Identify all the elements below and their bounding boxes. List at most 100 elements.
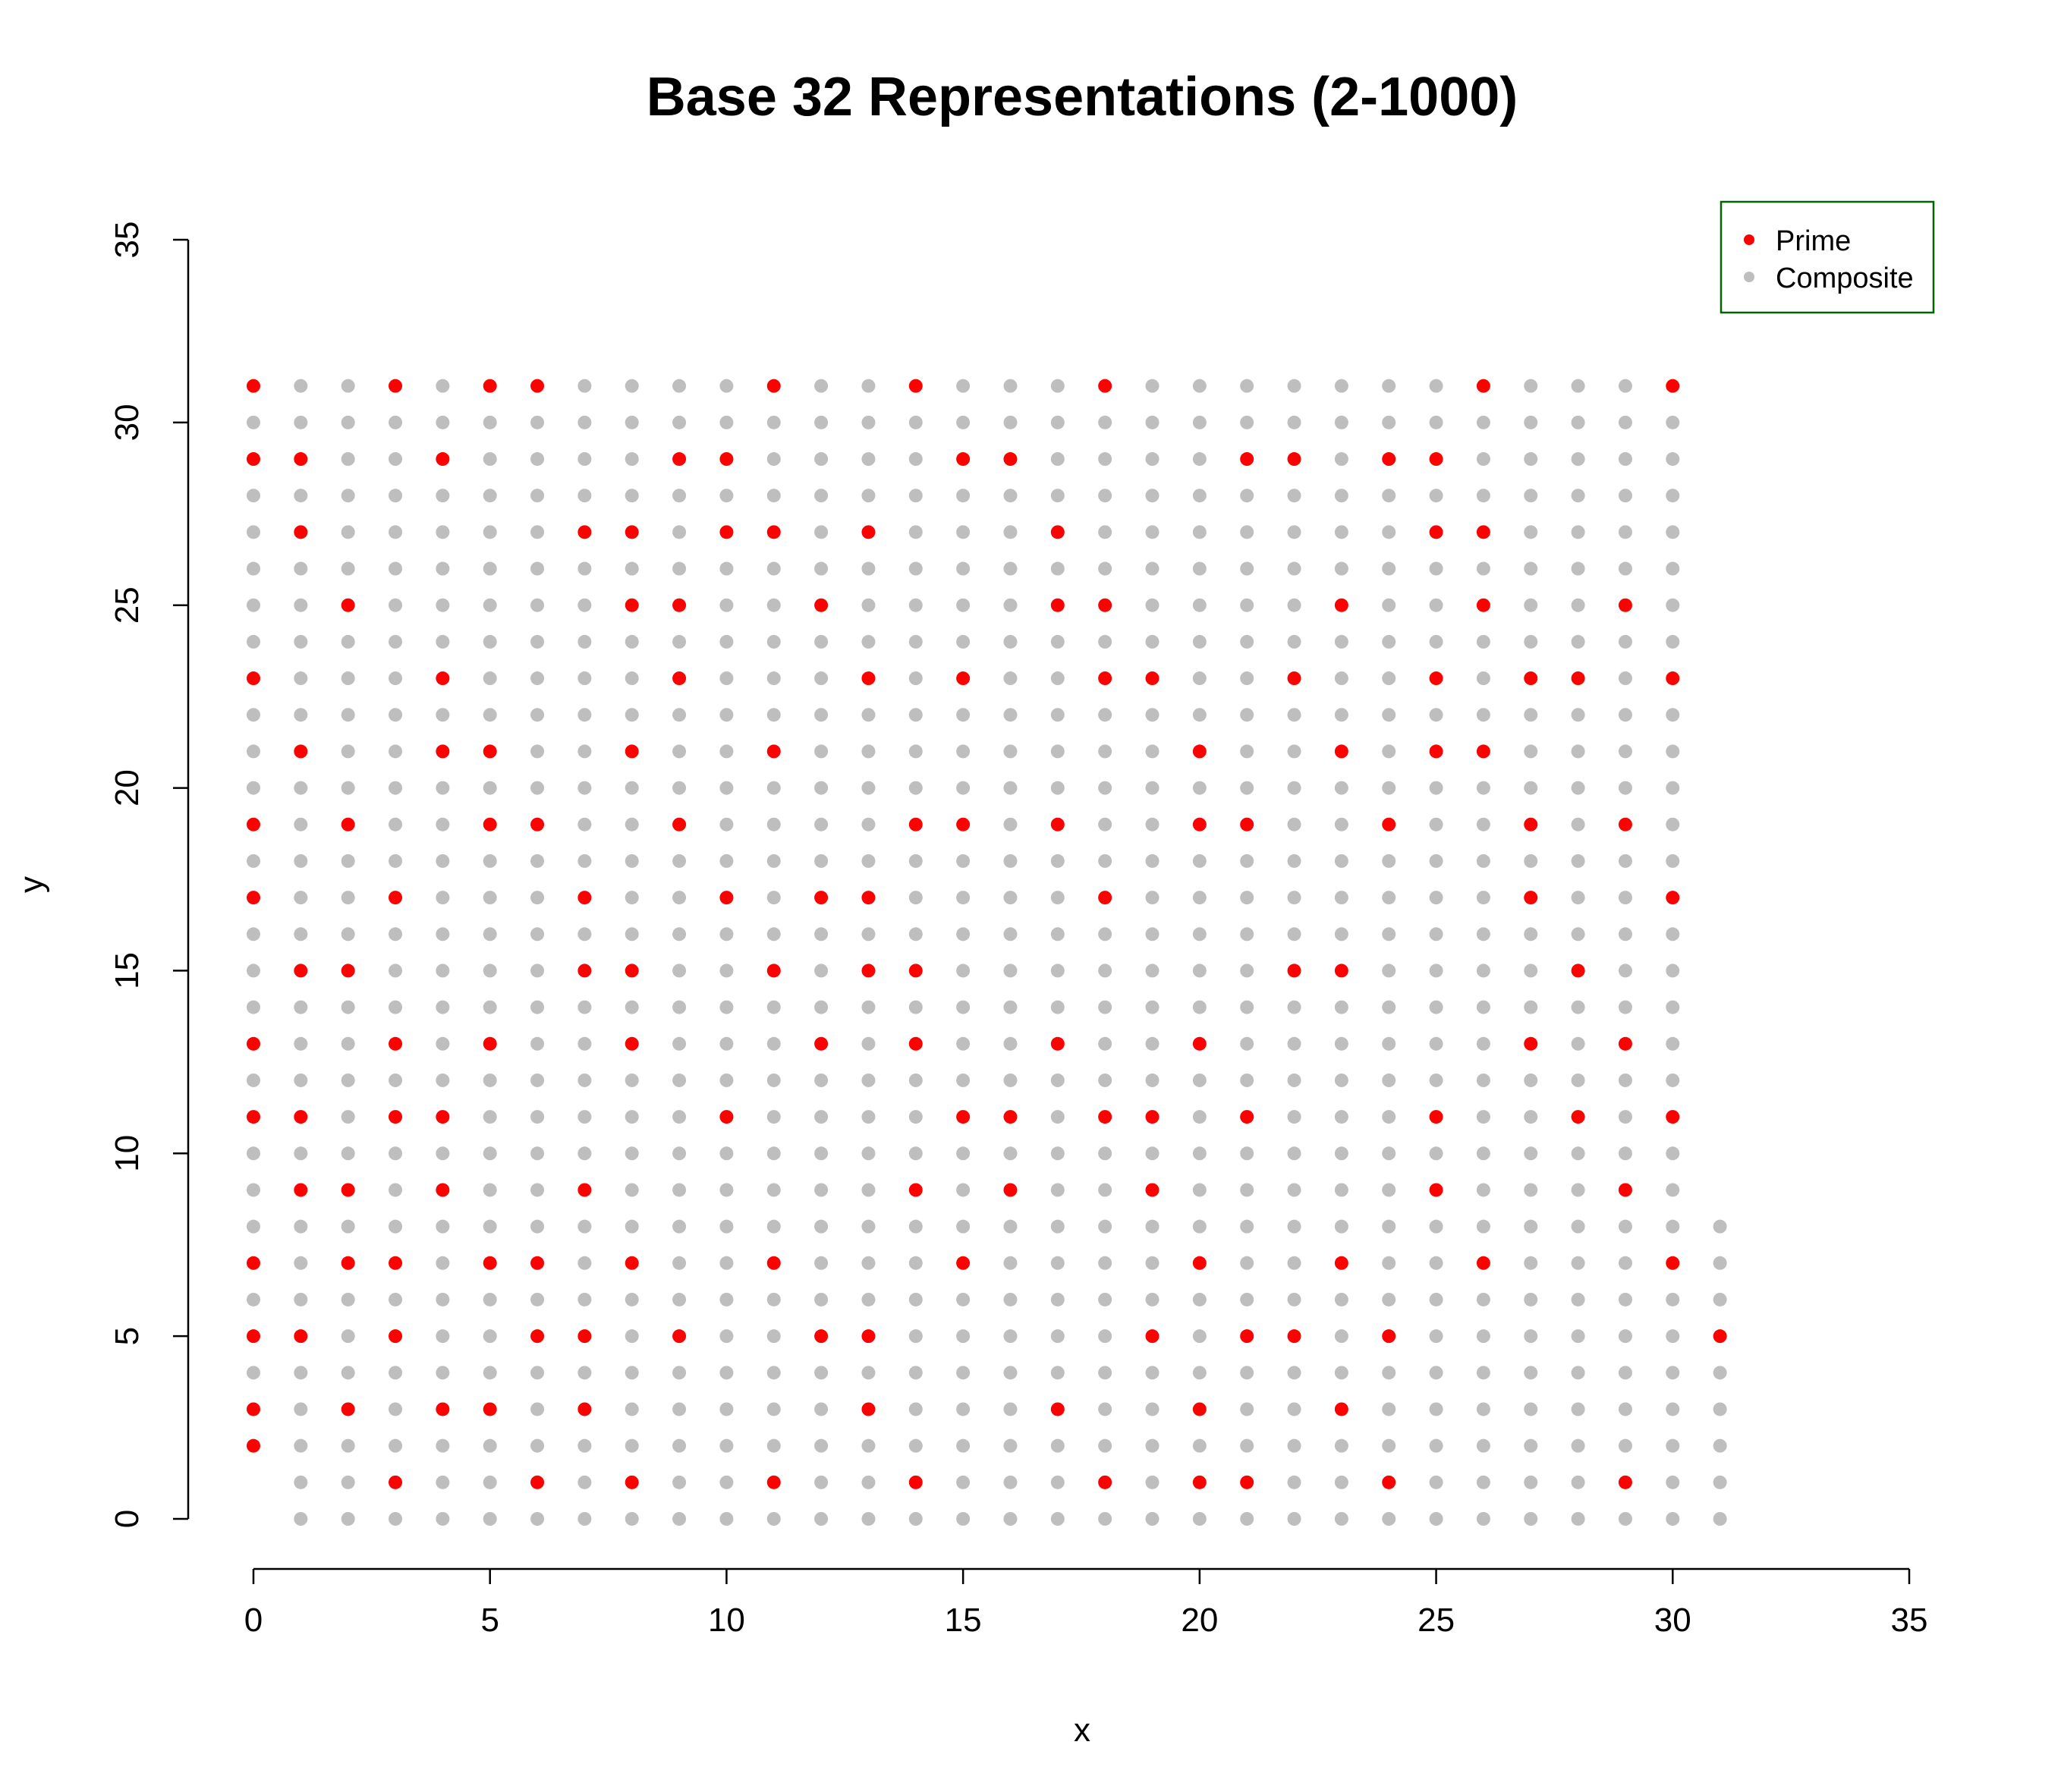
- composite-point: [625, 1438, 639, 1453]
- composite-point: [577, 1110, 592, 1124]
- composite-point: [1192, 1292, 1207, 1306]
- composite-point: [530, 927, 545, 942]
- prime-point: [436, 744, 450, 759]
- composite-point: [956, 1183, 971, 1197]
- composite-point: [1240, 744, 1254, 759]
- prime-point: [1382, 817, 1396, 832]
- prime-point: [1050, 1036, 1065, 1051]
- composite-point: [1240, 1256, 1254, 1270]
- composite-point: [1524, 561, 1538, 576]
- composite-point: [483, 1475, 497, 1489]
- composite-point: [1666, 744, 1680, 759]
- composite-point: [341, 671, 355, 686]
- prime-point: [294, 1110, 308, 1124]
- composite-point: [1382, 854, 1396, 868]
- composite-point: [1476, 1292, 1490, 1306]
- composite-point: [1571, 1256, 1585, 1270]
- composite-point: [530, 891, 545, 905]
- composite-point: [766, 1073, 781, 1087]
- prime-point: [483, 379, 497, 393]
- prime-point: [1050, 1402, 1065, 1416]
- prime-point: [483, 817, 497, 832]
- composite-point: [956, 1329, 971, 1344]
- composite-point: [1240, 964, 1254, 978]
- composite-point: [1429, 1256, 1443, 1270]
- prime-point: [1666, 379, 1680, 393]
- composite-point: [577, 854, 592, 868]
- composite-point: [530, 1036, 545, 1051]
- composite-point: [294, 598, 308, 612]
- composite-point: [483, 598, 497, 612]
- composite-point: [1524, 1475, 1538, 1489]
- composite-point: [719, 1146, 734, 1161]
- composite-point: [1145, 744, 1160, 759]
- prime-point: [389, 1475, 403, 1489]
- composite-point: [956, 1219, 971, 1234]
- composite-point: [1618, 525, 1632, 539]
- composite-point: [1382, 489, 1396, 503]
- composite-point: [294, 1146, 308, 1161]
- composite-point: [483, 1329, 497, 1344]
- composite-point: [1666, 781, 1680, 795]
- composite-point: [1429, 1475, 1443, 1489]
- composite-point: [1334, 1475, 1348, 1489]
- composite-point: [1098, 634, 1112, 649]
- composite-point: [1145, 1512, 1160, 1526]
- composite-point: [1666, 415, 1680, 429]
- prime-point: [483, 1036, 497, 1051]
- composite-point: [766, 1146, 781, 1161]
- composite-point: [672, 561, 687, 576]
- prime-point: [577, 964, 592, 978]
- composite-point: [1050, 744, 1065, 759]
- composite-point: [1524, 781, 1538, 795]
- composite-point: [1287, 598, 1301, 612]
- prime-point: [389, 1110, 403, 1124]
- composite-point: [956, 1475, 971, 1489]
- composite-point: [341, 1329, 355, 1344]
- prime-point: [625, 525, 639, 539]
- composite-point: [294, 1292, 308, 1306]
- composite-point: [625, 379, 639, 393]
- composite-point: [1192, 1329, 1207, 1344]
- composite-point: [1145, 854, 1160, 868]
- prime-point: [1476, 744, 1490, 759]
- composite-point: [530, 744, 545, 759]
- composite-point: [814, 1219, 829, 1234]
- composite-point: [1666, 1292, 1680, 1306]
- composite-point: [1666, 854, 1680, 868]
- composite-point: [861, 1000, 876, 1014]
- composite-point: [1192, 561, 1207, 576]
- composite-point: [1713, 1366, 1727, 1380]
- composite-point: [436, 598, 450, 612]
- composite-point: [625, 1366, 639, 1380]
- composite-point: [1145, 927, 1160, 942]
- prime-point: [1192, 744, 1207, 759]
- composite-point: [1618, 1256, 1632, 1270]
- composite-point: [389, 561, 403, 576]
- prime-point: [1050, 525, 1065, 539]
- composite-point: [1429, 1402, 1443, 1416]
- composite-point: [1003, 1256, 1018, 1270]
- composite-point: [908, 561, 923, 576]
- composite-point: [577, 817, 592, 832]
- prime-point: [483, 1256, 497, 1270]
- legend-box: [1720, 200, 1935, 314]
- composite-point: [956, 927, 971, 942]
- prime-point: [1382, 452, 1396, 467]
- composite-point: [1382, 927, 1396, 942]
- composite-point: [766, 1329, 781, 1344]
- prime-point: [956, 1256, 971, 1270]
- composite-point: [389, 415, 403, 429]
- composite-point: [814, 708, 829, 722]
- composite-point: [1666, 817, 1680, 832]
- composite-point: [1050, 927, 1065, 942]
- composite-point: [530, 452, 545, 467]
- composite-point: [341, 634, 355, 649]
- composite-point: [672, 489, 687, 503]
- composite-point: [1429, 598, 1443, 612]
- composite-point: [1003, 1366, 1018, 1380]
- composite-point: [341, 1475, 355, 1489]
- prime-point: [1618, 598, 1632, 612]
- prime-point: [294, 452, 308, 467]
- prime-point: [1429, 452, 1443, 467]
